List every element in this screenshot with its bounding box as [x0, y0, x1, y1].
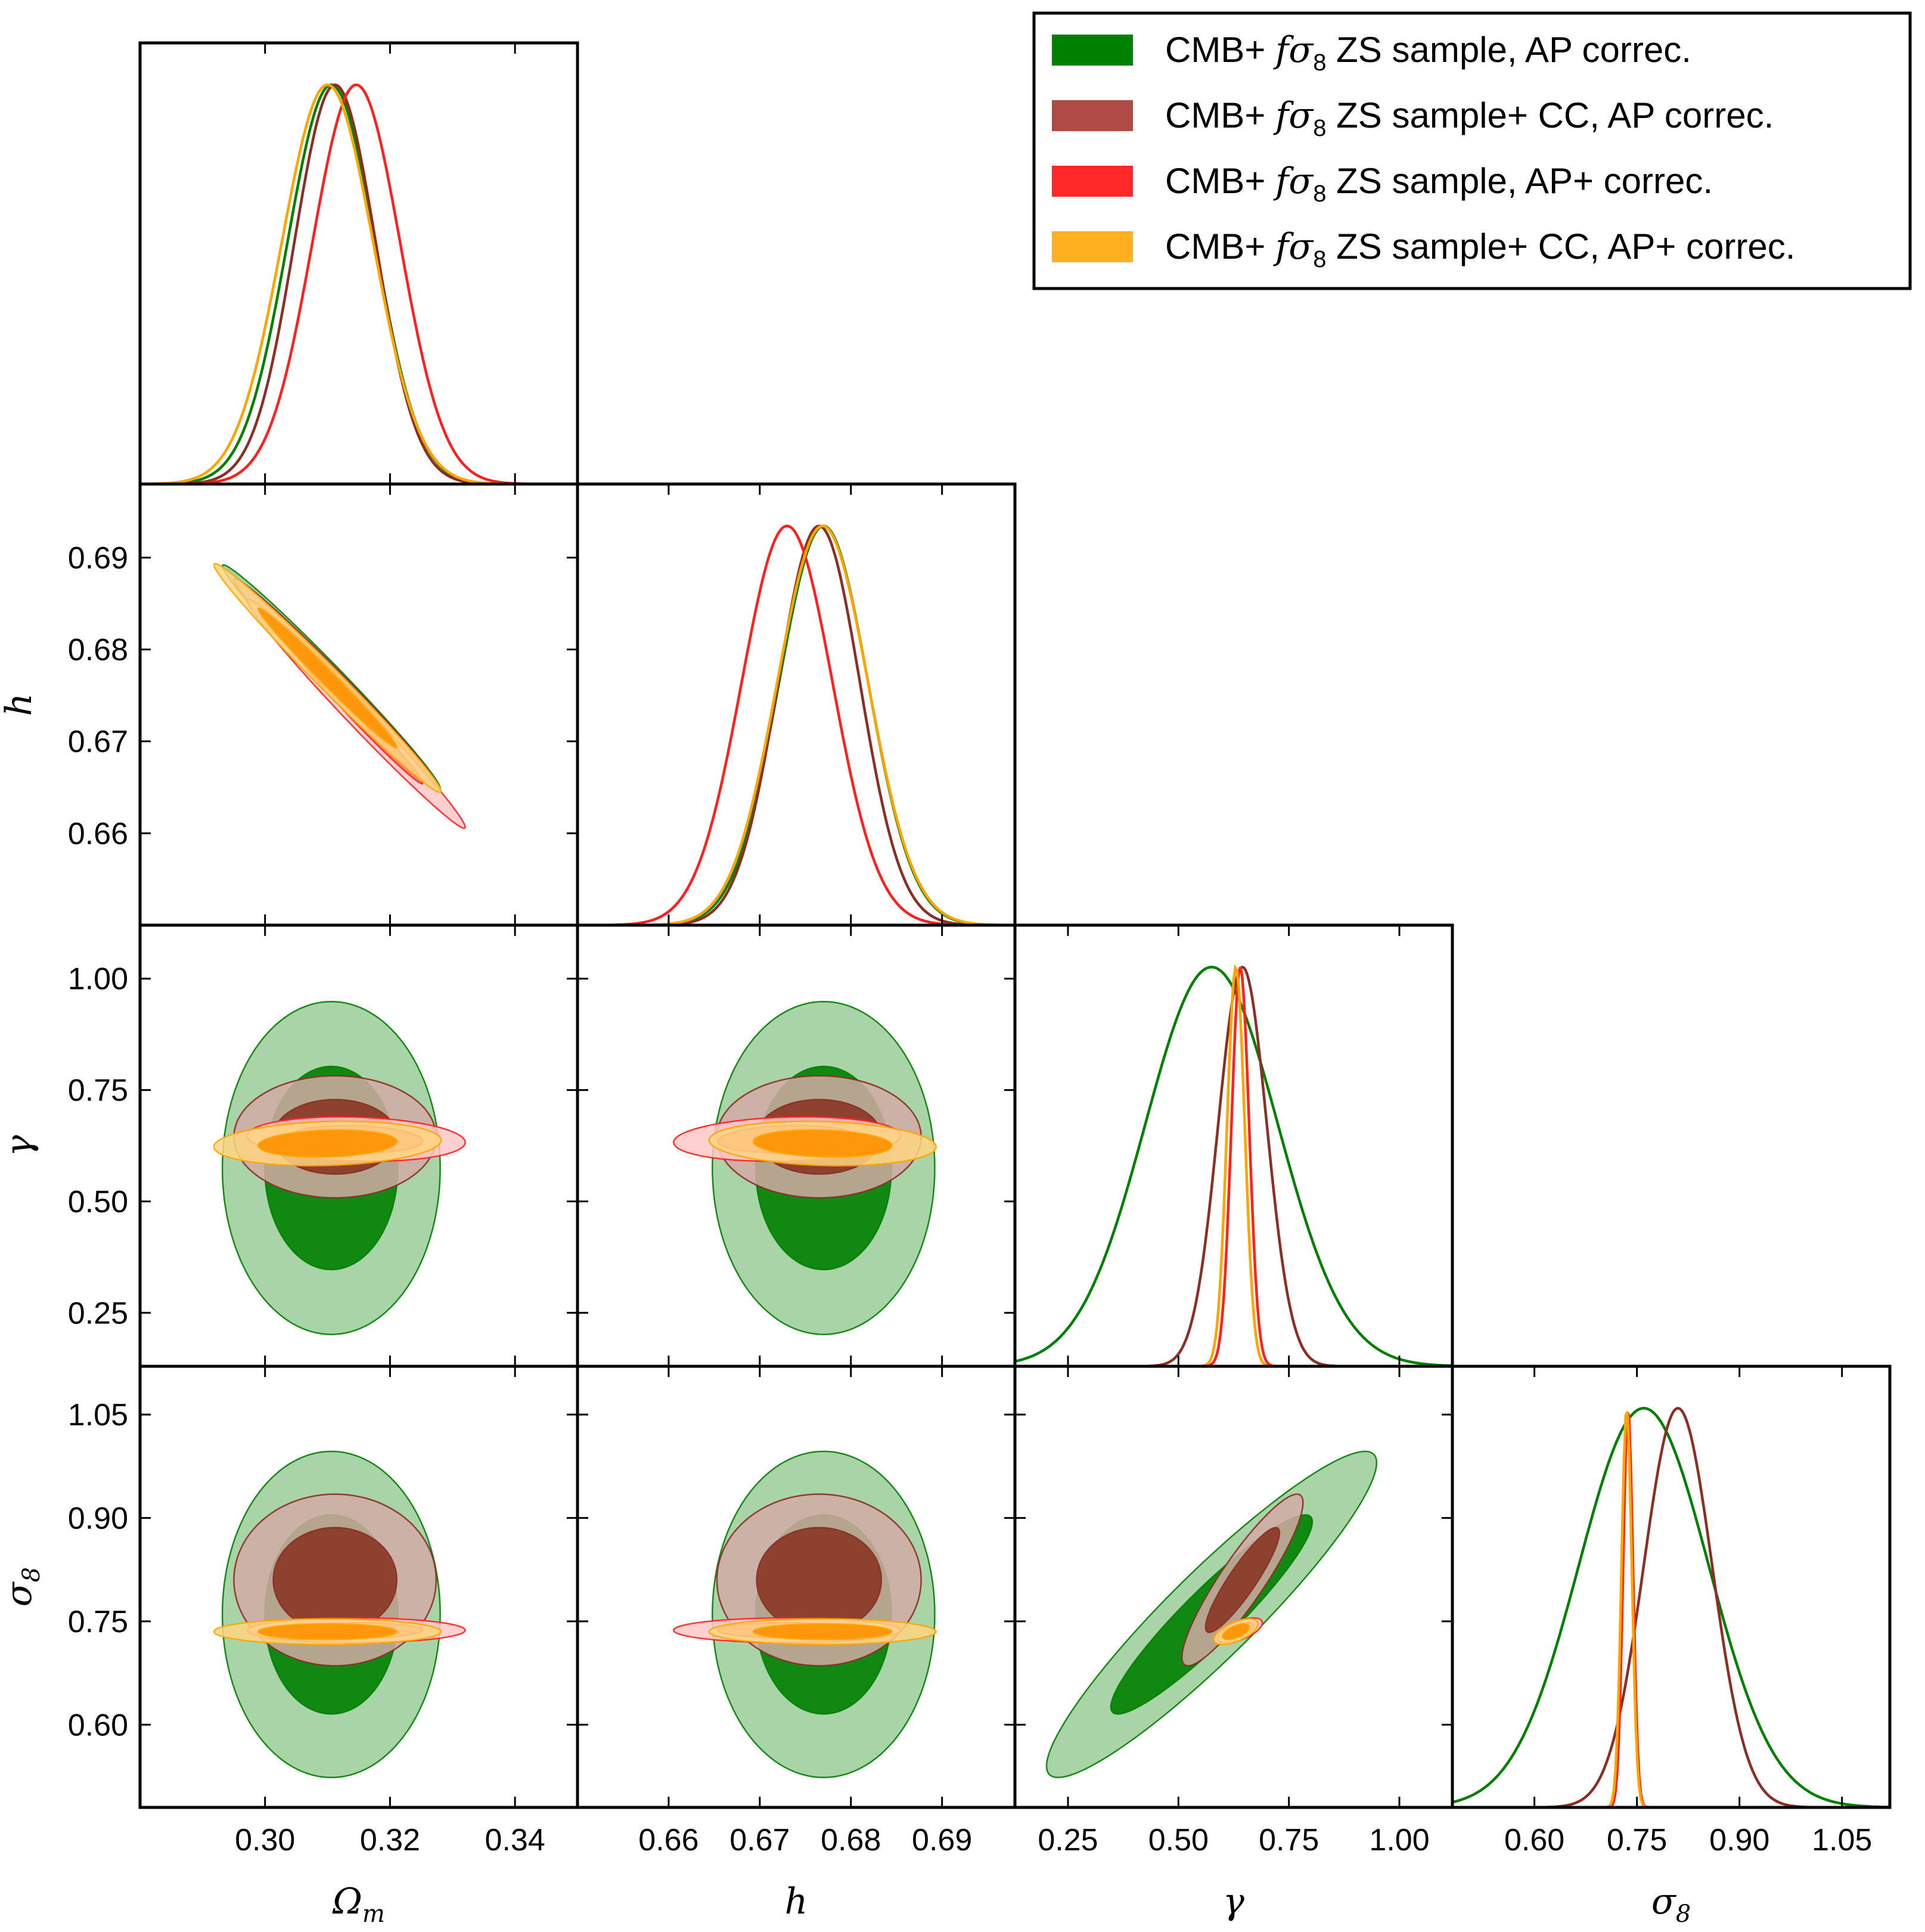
x-tick-label-gamma: 0.75: [1259, 1823, 1319, 1857]
y-tick-label-s8: 0.75: [68, 1605, 128, 1639]
y-axis-label-h: h: [0, 693, 40, 717]
x-tick-label-gamma: 1.00: [1369, 1823, 1429, 1857]
marginal-curve-h-series-3: [578, 525, 1015, 925]
panel-s8-vs-h: [576, 1365, 1017, 1809]
x-tick-label-h: 0.69: [912, 1823, 972, 1857]
y-tick-label-gamma: 0.25: [68, 1296, 128, 1331]
x-axis-label-s8: σ8: [1651, 1881, 1691, 1928]
legend-swatch-3: [1052, 231, 1133, 262]
contour-inner-h-s8-series-3: [752, 1623, 893, 1641]
legend-box: [1032, 11, 1912, 290]
panel-gamma-vs-Om: [138, 923, 579, 1368]
x-tick-label-Om: 0.30: [235, 1823, 295, 1857]
marginal-curve-s8-series-0: [1452, 1407, 1890, 1807]
y-tick-label-gamma: 0.50: [68, 1184, 128, 1219]
panel-frame: [1451, 1365, 1892, 1809]
x-tick-label-s8: 0.75: [1607, 1823, 1667, 1857]
legend-label-3: CMB+ fσ8 ZS sample+ CC, AP+ correc.: [1165, 226, 1795, 272]
x-tick-label-gamma: 0.25: [1038, 1823, 1098, 1857]
x-tick-label-s8: 0.60: [1504, 1823, 1564, 1857]
panel-gamma-vs-h: [576, 923, 1017, 1368]
y-tick-label-h: 0.67: [68, 725, 128, 759]
marginal-curve-gamma-series-2: [1015, 966, 1452, 1366]
panel-frame: [138, 41, 579, 486]
y-tick-label-s8: 0.60: [68, 1708, 128, 1742]
y-tick-label-gamma: 1.00: [68, 962, 128, 997]
panel-s8-vs-s8: [1451, 1365, 1892, 1809]
legend: CMB+ fσ8 ZS sample, AP correc. CMB+ fσ8 Z…: [1032, 11, 1912, 290]
marginal-curve-gamma-series-0: [1015, 966, 1452, 1366]
y-axis-label-s8: σ8: [0, 1567, 45, 1607]
contour-inner-h-s8-series-1: [756, 1527, 883, 1633]
panel-h-vs-h: [576, 482, 1017, 927]
x-tick-label-Om: 0.34: [485, 1823, 545, 1857]
x-axis-label-h: h: [785, 1881, 808, 1922]
contour-inner-Om-s8-series-3: [257, 1623, 398, 1641]
contour-inner-Om-s8-series-1: [272, 1527, 398, 1633]
x-tick-label-s8: 0.90: [1709, 1823, 1769, 1857]
marginal-curve-gamma-series-3: [1015, 964, 1452, 1366]
contour-inner-h-gamma-series-3: [752, 1129, 893, 1158]
panel-s8-vs-gamma: [1013, 1365, 1454, 1809]
marginal-curve-gamma-series-1: [1015, 965, 1452, 1366]
y-tick-label-h: 0.68: [68, 633, 128, 668]
panels-layer: 0.30 0.32 0.34 Ωm 0.66 0.67 0.68 0.69 h 0.25 0.50 0…: [0, 41, 1892, 1928]
contour-inner-gamma-s8-series-3: [1221, 1623, 1250, 1641]
marginal-curve-Om-series-1: [140, 83, 578, 484]
x-tick-label-s8: 1.05: [1812, 1823, 1872, 1857]
panel-gamma-vs-gamma: [1013, 923, 1454, 1368]
x-tick-label-gamma: 0.50: [1148, 1823, 1209, 1857]
x-tick-label-h: 0.68: [821, 1823, 881, 1857]
panel-s8-vs-Om: [138, 1365, 579, 1809]
x-axis-label-Om: Ωm: [332, 1881, 385, 1928]
x-tick-label-Om: 0.32: [360, 1823, 420, 1857]
y-tick-label-h: 0.69: [68, 541, 128, 575]
legend-label-2: CMB+ fσ8 ZS sample, AP+ correc.: [1165, 160, 1713, 207]
legend-swatch-1: [1052, 100, 1133, 131]
contour-inner-Om-gamma-series-3: [257, 1129, 398, 1158]
y-tick-label-s8: 1.05: [68, 1398, 128, 1432]
contour-inner-Om-h-series-3: [257, 607, 398, 749]
x-axis-label-gamma: γ: [1223, 1881, 1244, 1922]
y-tick-label-gamma: 0.75: [68, 1074, 128, 1108]
panel-Om-vs-Om: [138, 41, 579, 486]
legend-label-1: CMB+ fσ8 ZS sample+ CC, AP correc.: [1165, 95, 1774, 141]
panel-frame: [576, 482, 1017, 927]
y-axis-label-gamma: γ: [0, 1135, 40, 1156]
x-tick-label-h: 0.66: [638, 1823, 698, 1857]
x-tick-label-h: 0.67: [729, 1823, 790, 1857]
contour-inner-gamma-s8-series-1: [1204, 1527, 1281, 1633]
panel-h-vs-Om: [138, 482, 579, 927]
legend-swatch-0: [1052, 35, 1133, 66]
legend-swatch-2: [1052, 166, 1133, 197]
y-tick-label-s8: 0.90: [68, 1501, 128, 1536]
y-tick-label-h: 0.66: [68, 817, 128, 851]
legend-label-0: CMB+ fσ8 ZS sample, AP correc.: [1165, 29, 1691, 76]
